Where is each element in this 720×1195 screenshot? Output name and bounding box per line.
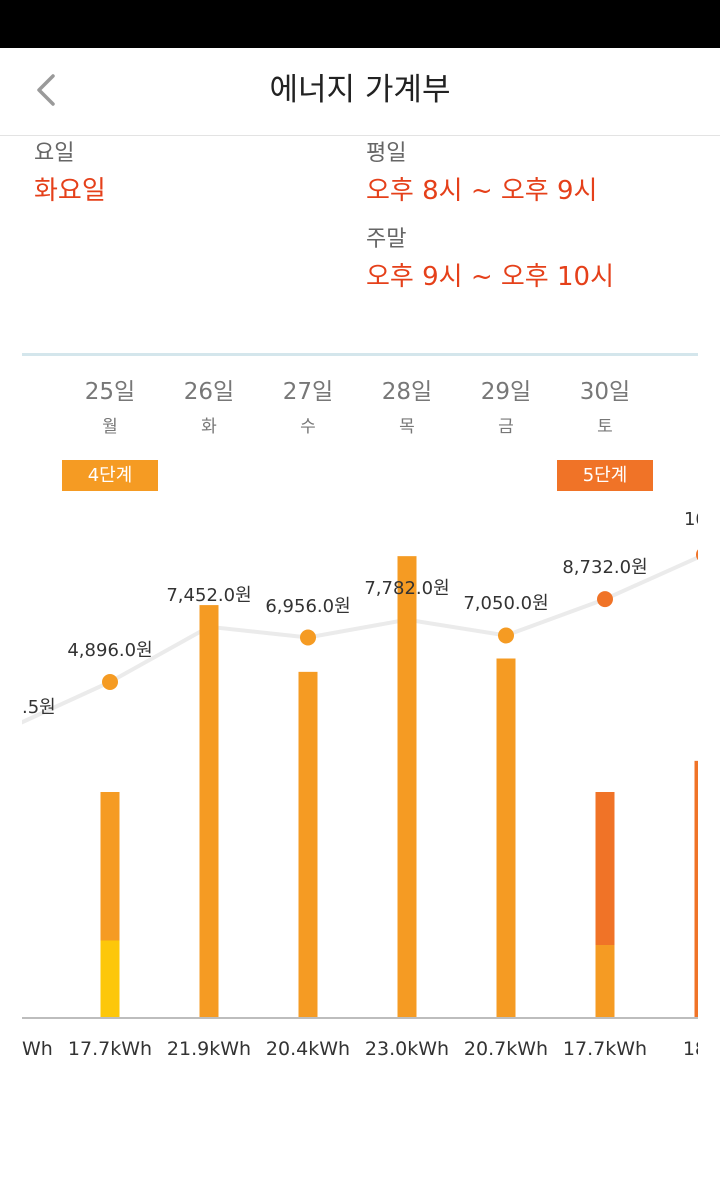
usage-bar-segment: [100, 940, 120, 1017]
usage-bar[interactable]: [694, 760, 699, 1017]
cost-label: 7,050.0원: [463, 593, 549, 615]
cost-point[interactable]: [498, 627, 514, 644]
weekday-label: 월: [102, 417, 118, 437]
usage-bar[interactable]: [397, 556, 417, 1017]
usage-bar-segment: [595, 945, 615, 1017]
weekday-label: 화: [201, 417, 217, 437]
usage-label: 18.4: [682, 1038, 698, 1060]
cost-point[interactable]: [102, 674, 118, 690]
weekday-label: 요일: [34, 141, 75, 166]
day-label: 29일: [480, 379, 532, 405]
chevron-left-icon: [37, 74, 55, 106]
back-button[interactable]: [26, 70, 66, 110]
chart-canvas: [22, 547, 699, 1019]
cost-label: 4,896.0원: [67, 640, 153, 661]
chart-divider: [22, 353, 698, 356]
status-bar: [0, 0, 720, 48]
weekday-time-label: 평일: [366, 141, 407, 166]
usage-label: 21.9kWh: [166, 1038, 252, 1060]
cost-label: 10,7: [683, 508, 698, 530]
cost-point[interactable]: [597, 591, 613, 608]
tier-badge: 5단계: [557, 460, 653, 491]
weekday-time-value: 오후 8시 ~ 오후 9시: [366, 176, 598, 206]
app-header: 에너지 가계부: [0, 48, 720, 136]
day-label: 25일: [84, 379, 136, 405]
day-label: 30일: [579, 379, 631, 405]
tier-badge: 4단계: [62, 460, 158, 491]
weekday-label: 수: [300, 417, 316, 437]
weekday-label: 토: [597, 417, 613, 437]
weekend-time-value: 오후 9시 ~ 오후 10시: [366, 262, 614, 292]
usage-label: 20.4kWh: [265, 1038, 351, 1060]
day-label: 3: [654, 372, 698, 398]
cost-label: 7,782.0원: [364, 577, 450, 599]
day-label: 28일: [381, 379, 433, 405]
usage-bar[interactable]: [199, 605, 219, 1017]
day-label: 27일: [282, 379, 334, 405]
cost-point[interactable]: [300, 629, 316, 646]
usage-label: 23.0kWh: [364, 1038, 450, 1060]
page-title: 에너지 가계부: [269, 72, 451, 108]
usage-bar[interactable]: [496, 658, 516, 1018]
weekday-label: 금: [498, 417, 514, 437]
weekday-label: 목: [399, 417, 415, 437]
usage-bar[interactable]: [298, 671, 318, 1017]
usage-label: 17.7kWh: [67, 1038, 153, 1060]
weekend-label: 주말: [366, 227, 407, 252]
cost-label: 8,732.0원: [562, 557, 648, 579]
cost-label: 6,956.0원: [265, 595, 351, 617]
weekday-value: 화요일: [34, 176, 106, 206]
usage-label: 20.7kWh: [463, 1038, 549, 1060]
day-label: 26일: [183, 379, 235, 405]
cost-label: .5원: [22, 697, 56, 719]
cost-label: 7,452.0원: [166, 584, 252, 606]
day-label: 일: [22, 372, 61, 406]
cost-line: [22, 555, 698, 725]
usage-label: 17.7kWh: [562, 1038, 648, 1060]
usage-label: Wh: [22, 1038, 53, 1060]
cost-point[interactable]: [696, 547, 698, 563]
